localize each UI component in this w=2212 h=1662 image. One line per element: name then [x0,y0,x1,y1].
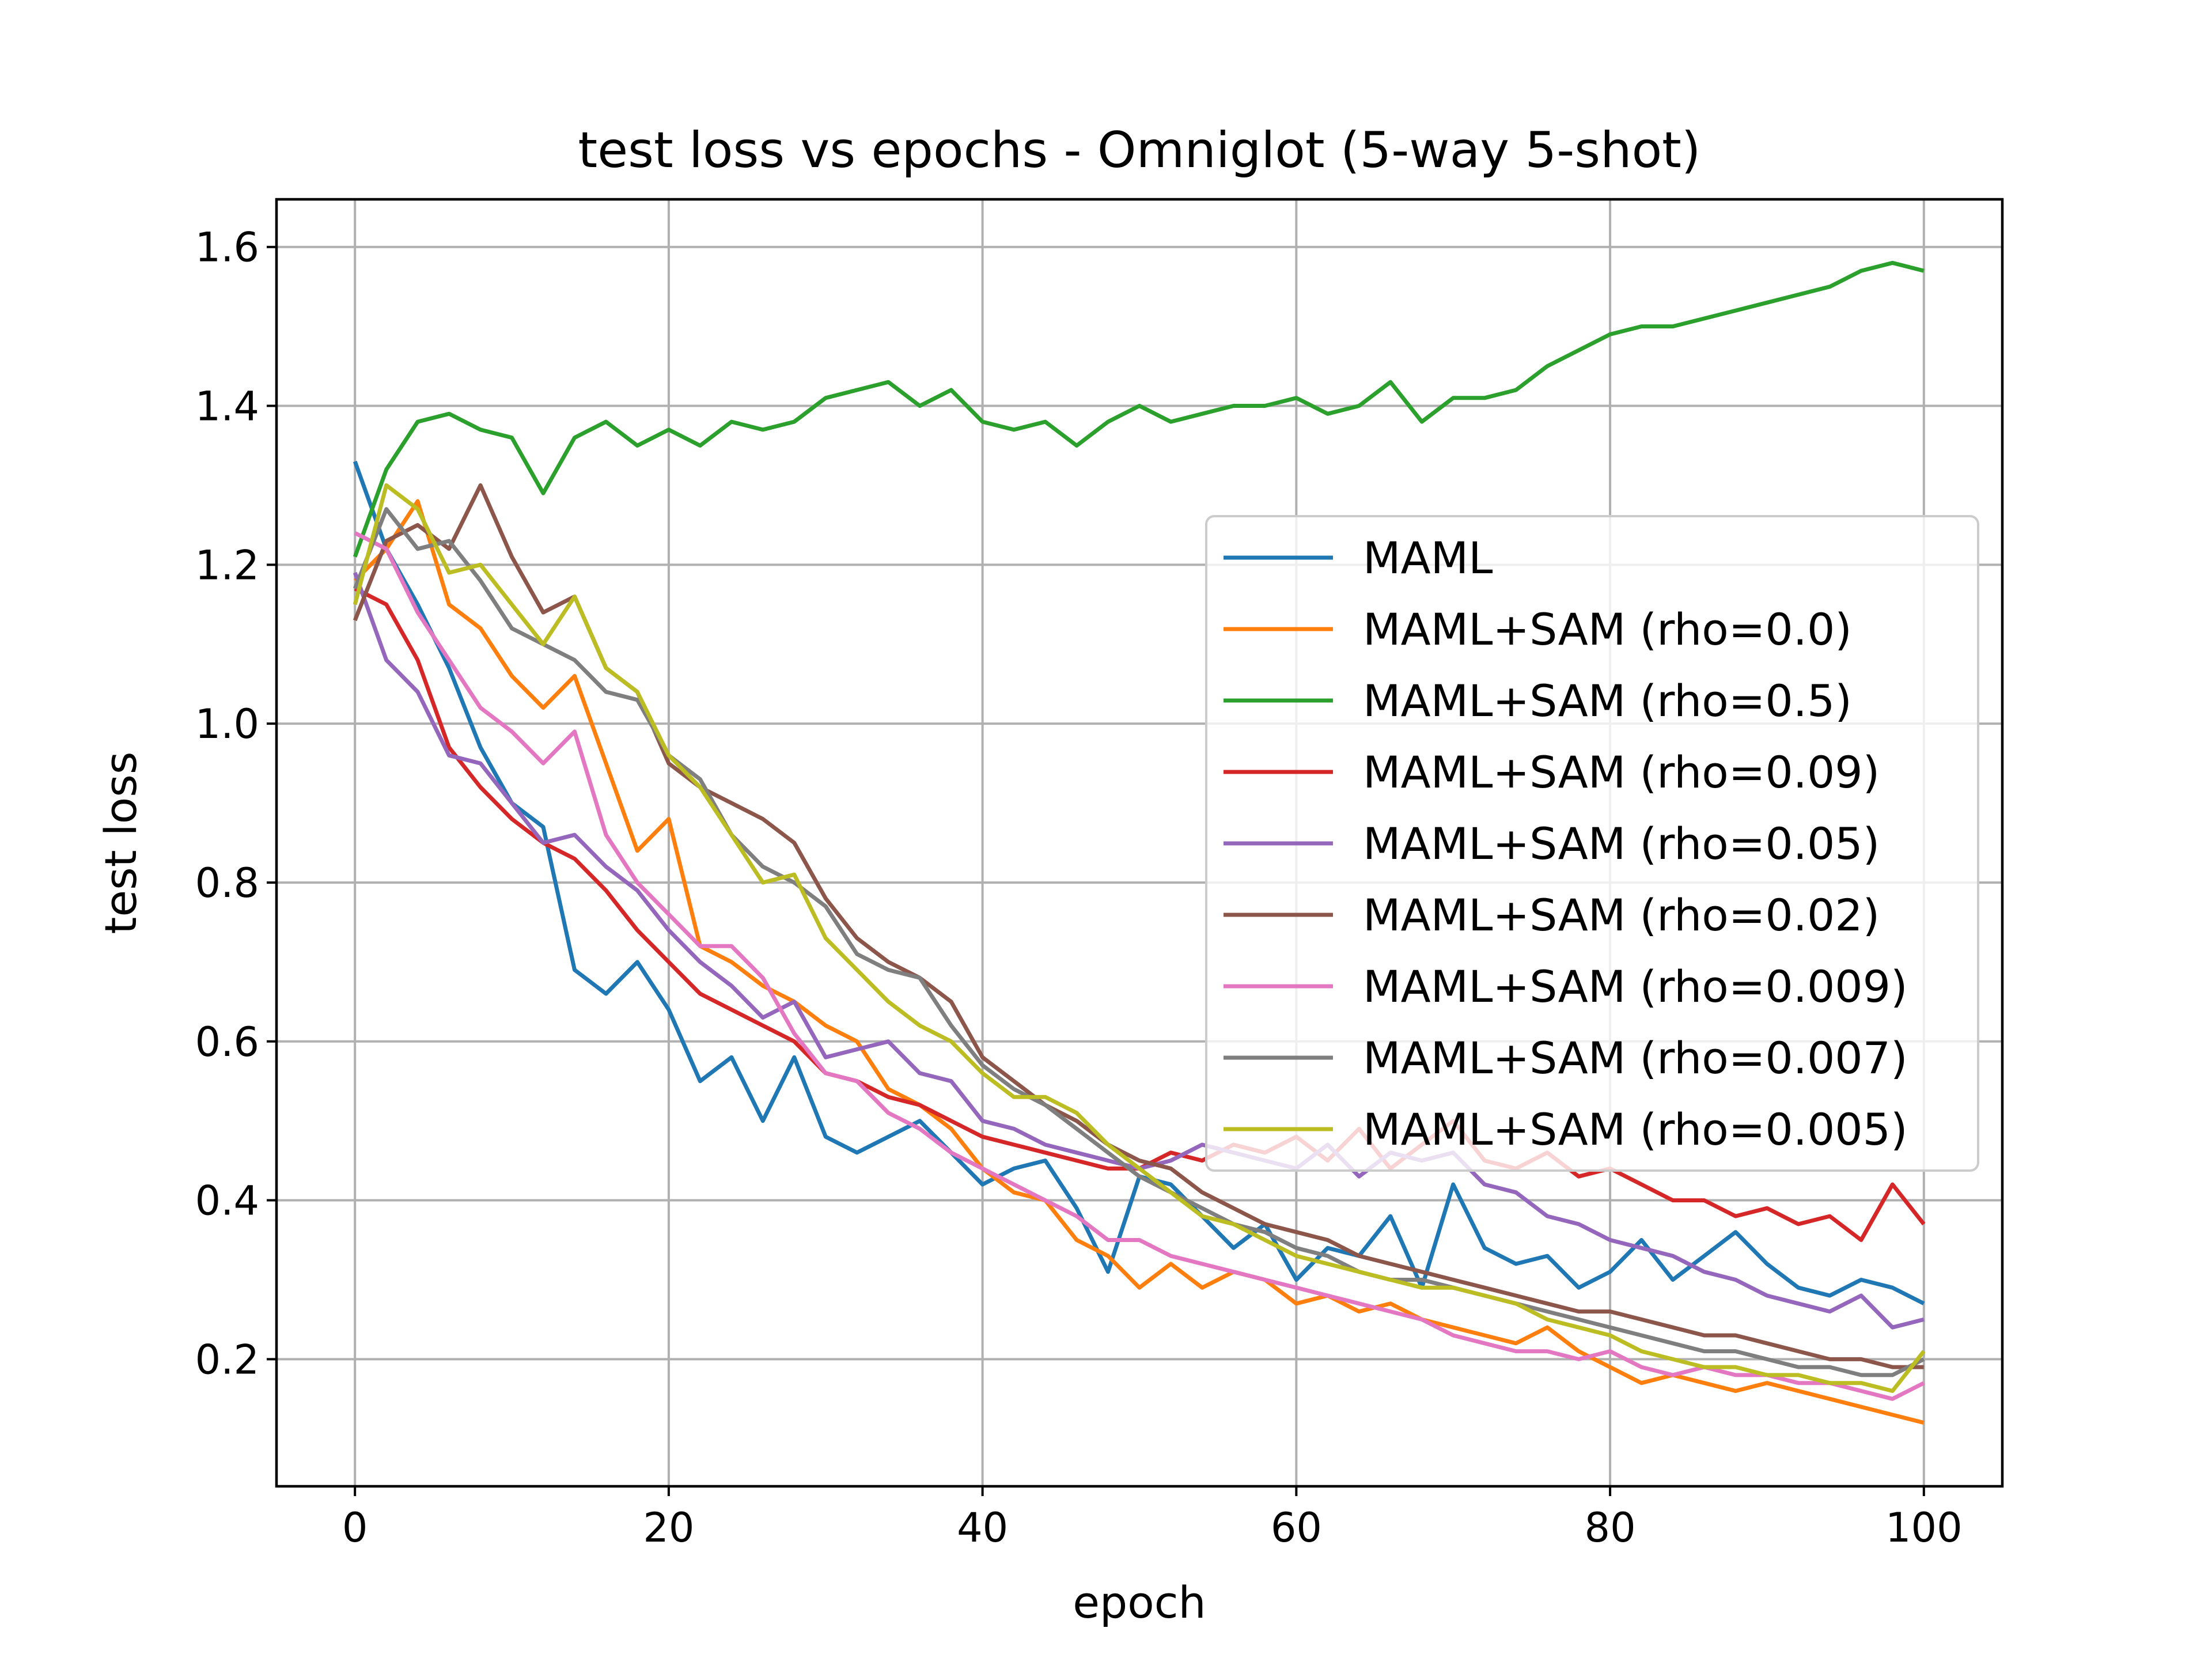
y-tick-label: 1.6 [195,224,259,271]
y-tick-label: 1.2 [195,542,259,589]
legend-label: MAML+SAM (rho=0.009) [1363,961,1908,1012]
legend-label: MAML+SAM (rho=0.0) [1363,604,1852,655]
y-axis-label: test loss [95,752,146,934]
y-tick-label: 0.8 [195,860,259,907]
legend-frame [1205,515,1979,1172]
x-tick-label: 40 [957,1504,1008,1551]
legend-label: MAML+SAM (rho=0.05) [1363,818,1880,869]
series-line [353,483,1926,1393]
legend-label: MAML+SAM (rho=0.5) [1363,675,1852,726]
legend-label: MAML+SAM (rho=0.02) [1363,889,1880,941]
y-tick-label: 1.0 [195,701,259,748]
plot-frame [275,198,2004,1488]
x-tick-label: 80 [1585,1504,1636,1551]
legend-label: MAML+SAM (rho=0.005) [1363,1104,1908,1155]
chart-title: test loss vs epochs - Omniglot (5-way 5-… [578,122,1701,179]
y-tick-label: 0.4 [195,1178,259,1225]
legend-items: MAML MAML+SAM (rho=0.0) MAML+SAM (rho=0.5)… [1224,532,1908,1155]
legend: MAML MAML+SAM (rho=0.0) MAML+SAM (rho=0.5)… [1205,515,1979,1172]
series-line [353,260,1925,558]
x-tick-label: 100 [1885,1504,1963,1551]
y-tick-label: 0.6 [195,1019,259,1066]
axis-ticks: 0 20 40 60 80 100 0.2 0.4 0.6 0.8 1.0 1.2 1.4 1.6 [195,224,1963,1551]
x-tick-label: 0 [342,1504,368,1551]
x-tick-label: 60 [1271,1504,1322,1551]
series-line [353,507,1925,1377]
x-tick-label: 20 [643,1504,694,1551]
y-tick-label: 1.4 [195,383,259,430]
y-tick-label: 0.2 [195,1336,259,1383]
series-line [354,531,1925,1401]
legend-label: MAML+SAM (rho=0.09) [1363,747,1880,798]
legend-label: MAML [1363,532,1493,584]
series-lines [353,260,1926,1425]
x-axis-label: epoch [1073,1577,1206,1628]
legend-label: MAML+SAM (rho=0.007) [1363,1032,1908,1084]
series-line [353,499,1925,1425]
